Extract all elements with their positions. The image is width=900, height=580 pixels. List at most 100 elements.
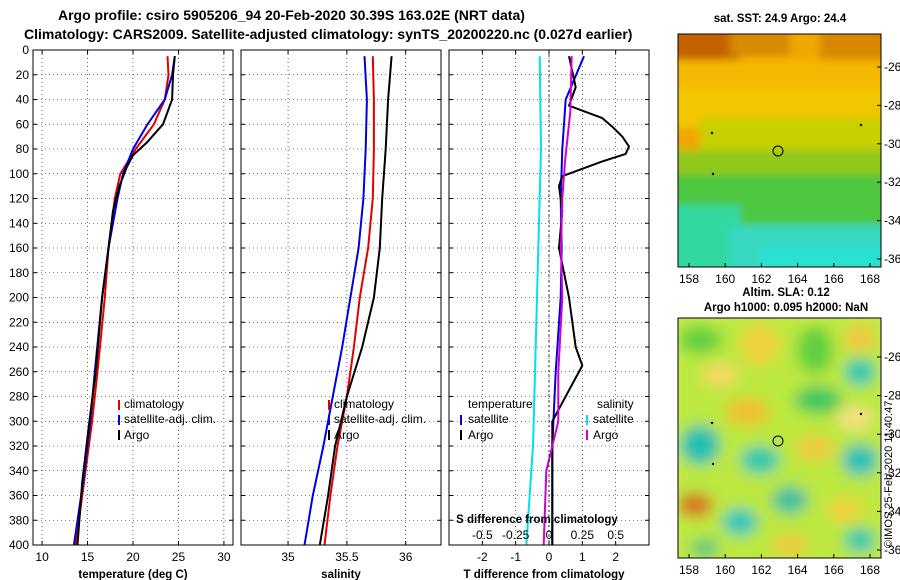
- series-difference-satellite-s: [525, 56, 542, 546]
- series-difference-argo-s: [542, 56, 573, 546]
- x-tick-label: 25: [172, 550, 186, 564]
- profile-panel-difference: -2 -1 0 1 2 S difference from climatology -0.5…: [448, 49, 650, 580]
- series-temperature-climatology: [74, 56, 170, 546]
- sla-map: [678, 318, 881, 558]
- y-tick-label: 0: [22, 43, 29, 57]
- map-x-tick-label: 164: [788, 272, 808, 286]
- series-salinity-satellite-adj-clim-: [303, 56, 368, 546]
- sst-map-title: sat. SST: 24.9 Argo: 24.4: [714, 13, 847, 25]
- difference-legend: temperature satellite Argo salinity sate…: [460, 397, 634, 442]
- x-tick-label: 36: [399, 550, 413, 564]
- map-x-tick-label: 166: [824, 272, 844, 286]
- title-line-1: Argo profile: csiro 5905206_94 20-Feb-20…: [58, 7, 525, 23]
- map-y-tick-label: -30: [884, 427, 900, 441]
- legend-satellite-clim: satellite-adj. clim.: [334, 412, 426, 426]
- y-tick-label: 300: [9, 414, 29, 428]
- salinity-legend: climatology satellite-adj. clim. Argo: [328, 397, 426, 442]
- y-tick-label: 100: [9, 167, 29, 181]
- y-tick-label: 80: [16, 142, 30, 156]
- map-x-tick-label: 168: [860, 272, 880, 286]
- series-salinity-argo: [318, 56, 393, 546]
- map-y-tick-label: -34: [884, 214, 900, 228]
- map-y-tick-label: -26: [884, 60, 900, 74]
- sst-map: [678, 34, 881, 267]
- sst-map-axes: 158 160 162 164 166 168 -26 -28 -30 -32 -34 -36: [679, 60, 900, 286]
- panel-frame: [240, 49, 442, 546]
- y-tick-label: 60: [16, 117, 30, 131]
- sla-map-axes: 158 160 162 164 166 168 -26 -28 -30 -32 -34 -36: [679, 350, 900, 577]
- legend-t-argo: Argo: [468, 428, 494, 442]
- panel-frame: [448, 49, 650, 546]
- secondary-tick-label: 0: [546, 528, 553, 542]
- map-y-tick-label: -28: [884, 98, 900, 112]
- x-tick-label: 10: [35, 550, 49, 564]
- x-tick-label: 1: [579, 550, 586, 564]
- legend-argo: Argo: [334, 428, 360, 442]
- secondary-axis-label: S difference from climatology: [456, 514, 618, 526]
- x-tick-label: 35: [281, 550, 295, 564]
- x-tick-label: 30: [217, 550, 231, 564]
- x-axis-label: T difference from climatology: [463, 569, 625, 580]
- map-x-tick-label: 158: [679, 272, 699, 286]
- x-tick-label: 0: [546, 550, 553, 564]
- secondary-tick-label: 0.5: [607, 528, 624, 542]
- legend-argo: Argo: [124, 428, 150, 442]
- map-y-tick-label: -26: [884, 350, 900, 364]
- y-tick-label: 400: [9, 538, 29, 552]
- map-y-tick-label: -36: [884, 252, 900, 266]
- legend-climatology: climatology: [124, 397, 184, 411]
- map-y-tick-label: -32: [884, 466, 900, 480]
- map-y-tick-label: -36: [884, 543, 900, 557]
- legend-satellite-clim: satellite-adj. clim.: [124, 412, 216, 426]
- credit-text: ©IMOS 25-Feb-2020 11:40:47: [883, 401, 895, 548]
- y-tick-label: 180: [9, 266, 29, 280]
- map-x-tick-label: 164: [788, 563, 808, 577]
- map-y-tick-label: -30: [884, 137, 900, 151]
- map-y-tick-label: -34: [884, 504, 900, 518]
- title-line-2: Climatology: CARS2009. Satellite-adjuste…: [24, 26, 632, 42]
- y-tick-label: 40: [16, 93, 30, 107]
- y-tick-label: 20: [16, 68, 30, 82]
- profile-panels: 0204060801001201401601802002202402602803…: [9, 43, 650, 580]
- map-y-tick-label: -32: [884, 175, 900, 189]
- y-tick-label: 340: [9, 464, 29, 478]
- y-tick-label: 120: [9, 192, 29, 206]
- x-tick-label: -1: [510, 550, 521, 564]
- profile-panel-salinity: 35 35.5 36 salinity: [240, 49, 442, 580]
- x-axis-label: temperature (deg C): [78, 569, 187, 580]
- y-tick-label: 140: [9, 216, 29, 230]
- y-tick-label: 240: [9, 340, 29, 354]
- map-x-tick-label: 168: [860, 563, 880, 577]
- x-axis-label: salinity: [321, 569, 361, 580]
- argo-location-marker: [772, 435, 784, 447]
- legend-t-satellite: satellite: [468, 412, 509, 426]
- y-tick-label: 280: [9, 390, 29, 404]
- x-tick-label: 35.5: [335, 550, 359, 564]
- argo-location-marker: [772, 145, 784, 157]
- y-tick-label: 160: [9, 241, 29, 255]
- legend-temperature: temperature: [468, 397, 533, 411]
- sla-map-title-2: Argo h1000: 0.095 h2000: NaN: [704, 302, 868, 314]
- map-x-tick-label: 166: [824, 563, 844, 577]
- profile-panel-temperature: 0 20 40 60 80 100 120 140 160 180 200 220 240 260 280 3…: [9, 43, 234, 580]
- map-x-tick-label: 160: [715, 272, 735, 286]
- panel-frame: [32, 49, 234, 546]
- sla-map-title-1: Altim. SLA: 0.12: [742, 287, 830, 299]
- map-y-tick-label: -28: [884, 389, 900, 403]
- y-tick-label: 220: [9, 315, 29, 329]
- map-x-tick-label: 160: [715, 563, 735, 577]
- secondary-tick-label: -0.25: [502, 528, 530, 542]
- y-tick-label: 200: [9, 291, 29, 305]
- map-x-tick-label: 158: [679, 563, 699, 577]
- map-x-tick-label: 162: [751, 563, 771, 577]
- legend-s-argo: Argo: [593, 428, 619, 442]
- x-tick-label: 20: [126, 550, 140, 564]
- legend-s-satellite: satellite: [593, 412, 634, 426]
- secondary-tick-label: -0.5: [472, 528, 493, 542]
- y-tick-label: 360: [9, 489, 29, 503]
- secondary-tick-label: 0.25: [571, 528, 595, 542]
- y-tick-label: 320: [9, 439, 29, 453]
- series-temperature-argo: [76, 56, 176, 546]
- series-salinity-climatology: [323, 56, 375, 546]
- temperature-legend: climatology satellite-adj. clim. Argo: [118, 397, 216, 442]
